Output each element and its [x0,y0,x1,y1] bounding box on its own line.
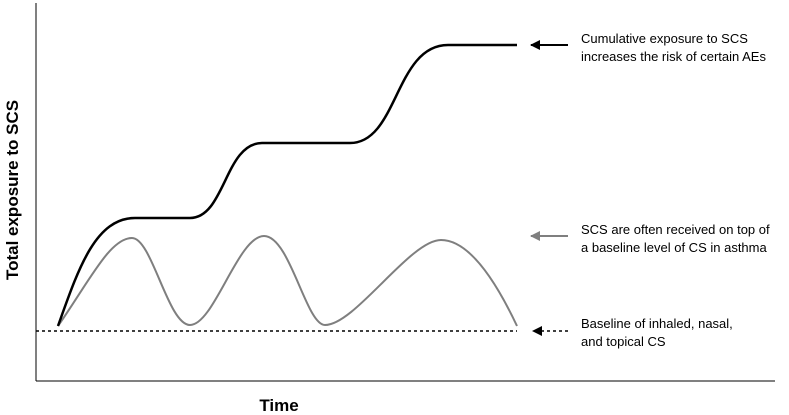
annotation-scs-courses-line2: a baseline level of CS in asthma [581,240,767,255]
annotation-cumulative-line2: increases the risk of certain AEs [581,49,766,64]
scs-courses-curve [57,234,518,327]
annotation-baseline-line2: and topical CS [581,334,666,349]
cumulative-exposure-curve [56,43,517,327]
y-axis-title: Total exposure to SCS [3,100,22,280]
annotation-scs-courses-line1: SCS are often received on top of [581,222,770,237]
annotation-cumulative-line1: Cumulative exposure to SCS [581,31,748,46]
x-axis-title: Time [259,396,298,415]
annotation-baseline-line1: Baseline of inhaled, nasal, [581,316,733,331]
